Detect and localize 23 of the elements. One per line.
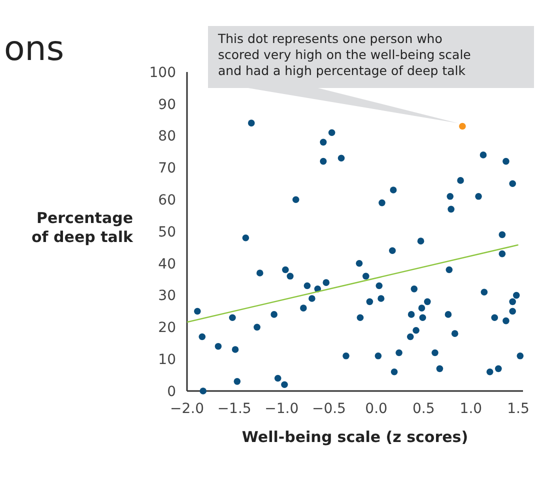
- y-tick-label: 80: [158, 128, 176, 145]
- x-tick-label: 1.5: [507, 401, 530, 417]
- y-tick-label: 50: [158, 224, 176, 240]
- x-tick-label: 1.0: [460, 401, 482, 417]
- annotation: This dot represents one person who scored very high on the well-being scale and had a high percentage of deep talk: [217, 31, 472, 78]
- y-tick-label: 100: [149, 64, 176, 81]
- x-tick-label: −1.0: [264, 401, 299, 417]
- y-tick-label: 70: [158, 160, 176, 177]
- text: ons: [4, 29, 64, 69]
- y-tick-label: 40: [158, 256, 176, 272]
- y-tick-label: 10: [158, 352, 176, 368]
- x-tick-label: 0.0: [365, 401, 388, 417]
- y-tick-label: 20: [158, 320, 176, 336]
- x-axis-title: Well-being scale (z scores): [242, 428, 468, 446]
- x-tick-label: 0.5: [412, 401, 435, 417]
- x-tick-label: −2.0: [170, 401, 204, 417]
- y-tick-label: 60: [158, 192, 176, 208]
- y-tick-label: 30: [158, 288, 176, 304]
- y-tick-label: 0: [167, 384, 176, 400]
- y-tick-label: 90: [158, 96, 176, 113]
- x-tick-label: −0.5: [312, 401, 346, 417]
- y-axis-title: Percentage of deep talk: [31, 209, 134, 246]
- x-tick-label: −1.5: [217, 401, 252, 417]
